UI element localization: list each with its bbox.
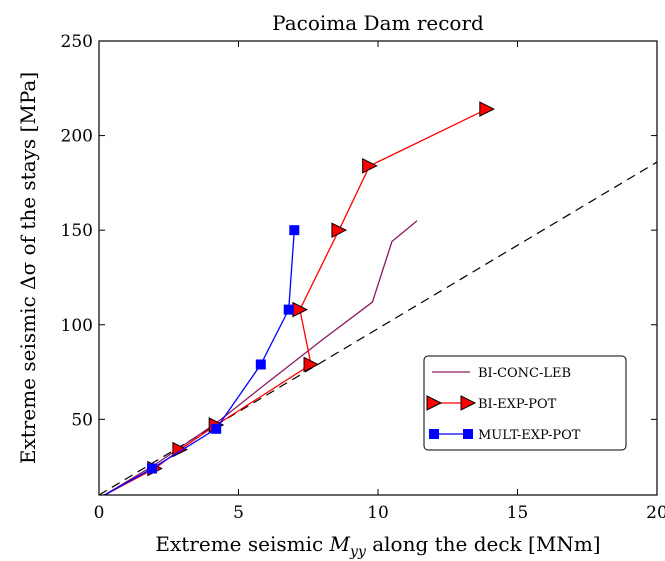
data-point xyxy=(479,101,495,117)
x-tick-label: 0 xyxy=(94,503,105,523)
x-tick-label: 15 xyxy=(507,503,529,523)
series-line xyxy=(104,220,418,496)
legend-label: BI-CONC-LEB xyxy=(478,366,571,381)
data-point xyxy=(289,225,300,236)
legend-entry: BI-EXP-POT xyxy=(426,395,557,412)
plot-area: 0 5 10 15 20 50 100 150 200 250 xyxy=(61,32,665,523)
legend-swatch-marker xyxy=(429,429,439,439)
data-point xyxy=(255,359,266,370)
data-point xyxy=(147,463,158,474)
x-axis-title-pre: Extreme seismic xyxy=(155,532,329,556)
series-layer xyxy=(98,101,658,496)
x-tick-label: 5 xyxy=(233,503,244,523)
y-tick-label: 200 xyxy=(61,127,93,147)
series-bi-conc-leb xyxy=(104,220,418,496)
x-axis-title-symbol: M xyxy=(329,532,351,556)
series-mult-exp-pot xyxy=(104,225,300,496)
x-axis-title: Extreme seismic Myy along the deck [MNm] xyxy=(155,532,600,560)
legend-box xyxy=(423,355,627,451)
y-tick-label: 150 xyxy=(61,221,93,241)
x-axis-title-post: along the deck [MNm] xyxy=(366,532,601,556)
y-tick-label: 250 xyxy=(61,32,93,52)
legend-swatch-marker xyxy=(463,429,473,439)
y-tick-label: 100 xyxy=(61,316,93,336)
data-point xyxy=(303,356,320,373)
legend: BI-CONC-LEB BI-EXP-POT MULT-EXP-POT xyxy=(423,355,627,451)
y-tick-label: 50 xyxy=(71,410,93,430)
data-point xyxy=(211,423,222,434)
legend-entry: BI-CONC-LEB xyxy=(432,366,571,381)
series-line xyxy=(104,230,295,496)
legend-label: MULT-EXP-POT xyxy=(478,428,581,443)
data-point xyxy=(292,301,308,318)
data-point xyxy=(362,158,378,174)
x-tick-label: 10 xyxy=(367,503,389,523)
ticks-layer: 0 5 10 15 20 50 100 150 200 250 xyxy=(61,32,665,523)
legend-swatch-marker xyxy=(426,395,443,411)
data-point xyxy=(331,222,348,238)
y-axis-title: Extreme seismic Δσ of the stays [MPa] xyxy=(16,72,40,464)
legend-entries: BI-CONC-LEB BI-EXP-POT MULT-EXP-POT xyxy=(426,366,581,443)
x-axis-title-subscript: yy xyxy=(349,544,367,560)
chart-title: Pacoima Dam record xyxy=(272,11,484,35)
legend-entry: MULT-EXP-POT xyxy=(429,428,581,443)
legend-swatch-marker xyxy=(460,395,477,411)
legend-label: BI-EXP-POT xyxy=(478,397,557,412)
x-tick-label: 20 xyxy=(646,503,665,523)
data-point xyxy=(283,304,294,315)
